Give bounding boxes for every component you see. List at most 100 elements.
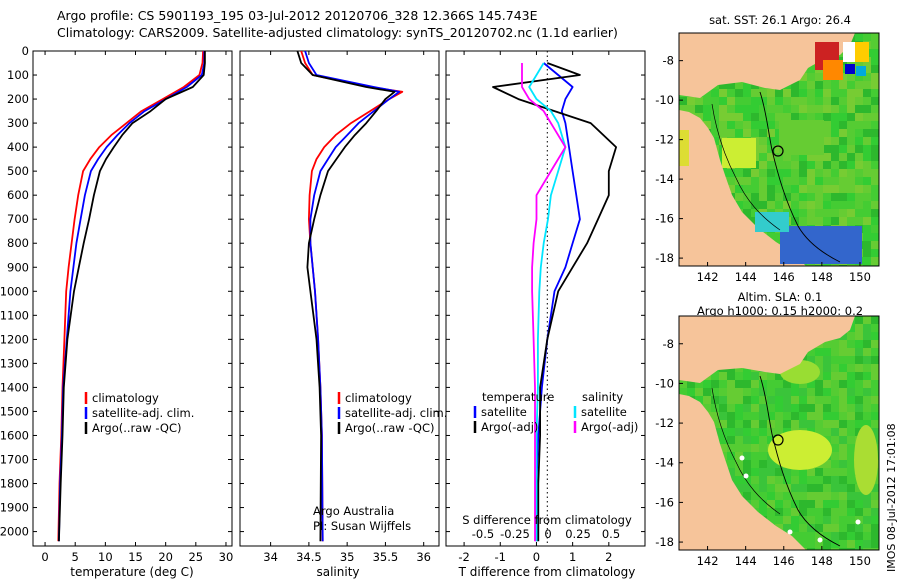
depth-tick-label: 1900 [0,501,29,515]
map-cell [863,548,871,550]
map-cell [767,396,775,404]
map-cell [799,356,807,364]
map-cell [855,500,863,508]
series-line-argo-raw-qc- [58,51,206,542]
map-cell [799,89,807,97]
map-cell [735,169,743,177]
map-cell [775,372,783,380]
map-cell [799,420,807,428]
temperature-axes-box [32,50,233,547]
map-cell [751,444,759,452]
map-cell [847,129,855,137]
map-cell [743,105,751,113]
map-cell [751,428,759,436]
map-cell [863,65,871,73]
map-cell [847,209,855,217]
map-cell [727,81,735,89]
map-cell [807,540,815,548]
png-coast-land [679,316,855,383]
map-cell [735,129,743,137]
map-cell [823,524,831,532]
map-cell [807,209,815,217]
map-cell [799,468,807,476]
map-cell [727,412,735,420]
map-cell [847,460,855,468]
map-cell [783,185,791,193]
map-cell [767,492,775,500]
x-tick-label: 35 [340,550,355,564]
map-cell [775,404,783,412]
map-cell [839,201,847,209]
map-cell [863,532,871,540]
map-cell [871,540,879,548]
missing-data-dot [855,519,861,525]
map-lat-label: -18 [655,535,674,549]
map-cell [719,412,727,420]
map-cell [759,404,767,412]
map-cell [751,460,759,468]
map-cell [847,452,855,460]
map-cell [751,468,759,476]
map-cell [847,169,855,177]
map-cell [839,217,847,225]
map-cell [863,508,871,516]
map-cell [807,356,815,364]
map-cell [871,412,879,420]
map-cell [871,516,879,524]
map-cell [767,500,775,508]
map-cell [823,404,831,412]
depth-tick-label: 1200 [0,332,29,346]
map-cell [799,516,807,524]
difference-axes-box [445,50,646,547]
map-cell [831,348,839,356]
map-cell [815,524,823,532]
map-cell [863,137,871,145]
legend-label-argo: Argo(..raw -QC) [345,421,435,435]
map-cell [871,145,879,153]
map-cell [759,468,767,476]
map-lon-label: 150 [849,554,871,568]
map-cell [823,89,831,97]
map-cell [863,249,871,257]
map-cell [767,508,775,516]
map-cell [839,380,847,388]
map-cell [759,444,767,452]
map-cell [863,420,871,428]
map-cell [831,145,839,153]
map-cell [871,332,879,340]
map-cell [855,388,863,396]
map-cell [735,468,743,476]
map-cell [831,153,839,161]
map-cell [783,169,791,177]
map-cell [847,468,855,476]
map-cell [775,492,783,500]
map-cell [799,524,807,532]
map-cell [839,532,847,540]
map-cell [775,185,783,193]
map-cell [831,356,839,364]
map-cell [711,388,719,396]
map-cell [791,476,799,484]
map-cell [799,532,807,540]
map-cell [831,340,839,348]
map-cell [839,89,847,97]
map-lon-label: 148 [811,270,833,284]
png-coast-land [679,33,855,98]
map-cell [783,177,791,185]
map-cell [767,121,775,129]
map-cell [679,97,687,105]
cape-york-land [679,110,806,266]
map-cell [727,169,735,177]
map-cell [839,396,847,404]
map-cell [815,428,823,436]
map-cell [855,73,863,81]
shelf-contour [711,103,781,231]
sst-left-yellow-block [679,130,689,166]
x-tick-label: -1 [495,550,506,564]
map-cell [847,548,855,550]
map-cell [863,113,871,121]
map-cell [847,105,855,113]
map-cell [823,508,831,516]
map-cell [871,225,879,233]
map-cell [839,452,847,460]
